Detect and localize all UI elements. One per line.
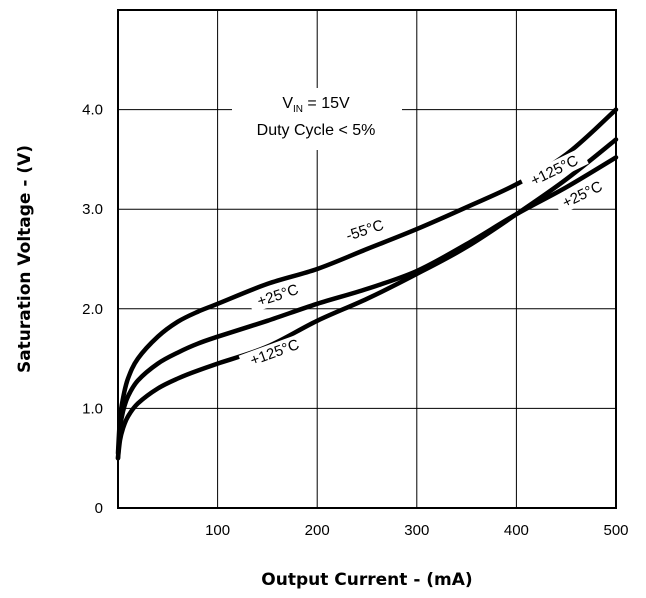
x-tick-label: 400 bbox=[504, 522, 529, 539]
curve-plus-25c bbox=[115, 155, 619, 461]
x-tick-label: 100 bbox=[205, 522, 230, 539]
grid-lines bbox=[118, 10, 616, 508]
x-tick-label: 300 bbox=[404, 522, 429, 539]
y-tick-label: 0 bbox=[95, 500, 103, 517]
x-tick-label: 500 bbox=[603, 522, 628, 539]
x-tick-label: 200 bbox=[305, 522, 330, 539]
y-tick-label: 4.0 bbox=[82, 102, 103, 119]
curves bbox=[115, 107, 619, 461]
x-axis-title: Output Current - (mA) bbox=[261, 570, 472, 590]
condition-box-bg bbox=[232, 88, 402, 150]
plot-frame bbox=[117, 9, 617, 509]
label-bg bbox=[238, 331, 311, 373]
y-tick-labels: 0 1.0 2.0 3.0 4.0 bbox=[82, 102, 103, 517]
x-tick-labels: 100 200 300 400 500 bbox=[205, 522, 628, 539]
y-tick-label: 1.0 bbox=[82, 400, 103, 417]
y-axis-title: Saturation Voltage - (V) bbox=[15, 145, 35, 373]
curve-plus-125c bbox=[115, 137, 619, 461]
label-bg bbox=[247, 277, 309, 313]
vin-annotation: VIN = 15V bbox=[282, 95, 350, 115]
curve-label-m55: -55°C bbox=[344, 217, 386, 245]
duty-cycle-annotation: Duty Cycle < 5% bbox=[257, 122, 376, 139]
curve-minus-55c bbox=[115, 107, 619, 456]
label-bg bbox=[519, 147, 589, 194]
y-tick-label: 2.0 bbox=[82, 301, 103, 318]
vin-value: = 15V bbox=[303, 95, 350, 112]
y-tick-label: 3.0 bbox=[82, 201, 103, 218]
curve-label-p25-right: +25°C bbox=[560, 178, 606, 212]
label-bg bbox=[553, 174, 612, 215]
vin-main: V bbox=[282, 95, 293, 112]
vin-subscript: IN bbox=[293, 104, 303, 115]
label-bg bbox=[336, 213, 394, 248]
curve-label-group-p125-left: +125°C bbox=[238, 331, 311, 373]
